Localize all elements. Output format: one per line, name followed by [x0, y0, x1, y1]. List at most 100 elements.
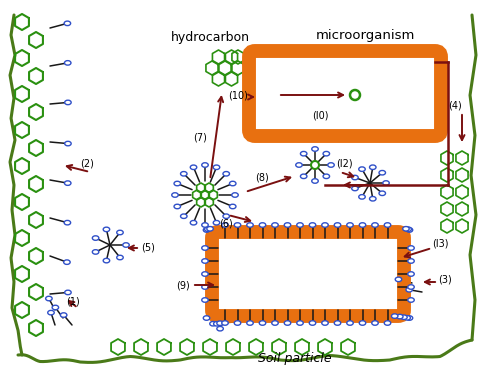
Ellipse shape	[400, 315, 407, 319]
Ellipse shape	[396, 314, 403, 319]
Ellipse shape	[259, 321, 266, 325]
Text: (3): (3)	[438, 275, 452, 285]
Ellipse shape	[48, 311, 54, 315]
Ellipse shape	[404, 316, 410, 320]
Ellipse shape	[309, 223, 316, 227]
FancyBboxPatch shape	[249, 51, 441, 136]
Ellipse shape	[284, 223, 291, 227]
Text: hydrocarbon: hydrocarbon	[170, 32, 250, 45]
Ellipse shape	[272, 223, 278, 227]
Text: (5): (5)	[141, 243, 155, 253]
Ellipse shape	[116, 230, 123, 235]
Ellipse shape	[64, 141, 71, 146]
Ellipse shape	[222, 321, 228, 325]
Ellipse shape	[406, 288, 412, 292]
Text: (6): (6)	[219, 219, 233, 229]
Text: (8): (8)	[255, 172, 269, 182]
Ellipse shape	[384, 223, 391, 227]
Ellipse shape	[64, 220, 70, 225]
Ellipse shape	[247, 223, 254, 227]
Ellipse shape	[379, 191, 386, 196]
Ellipse shape	[322, 223, 328, 227]
Text: (1): (1)	[66, 297, 80, 307]
Ellipse shape	[190, 165, 197, 170]
Ellipse shape	[222, 223, 228, 227]
Ellipse shape	[123, 243, 129, 247]
Ellipse shape	[230, 204, 236, 209]
Ellipse shape	[202, 246, 208, 250]
Ellipse shape	[234, 321, 241, 325]
Ellipse shape	[202, 163, 208, 167]
Ellipse shape	[103, 258, 110, 263]
Ellipse shape	[210, 322, 216, 326]
Ellipse shape	[284, 321, 291, 325]
Ellipse shape	[309, 321, 316, 325]
Text: (l3): (l3)	[432, 239, 448, 249]
Ellipse shape	[352, 175, 358, 180]
Ellipse shape	[297, 321, 303, 325]
Circle shape	[350, 90, 360, 100]
Ellipse shape	[204, 316, 210, 320]
Ellipse shape	[116, 255, 123, 260]
Ellipse shape	[64, 60, 71, 65]
Text: (2): (2)	[80, 158, 94, 168]
Ellipse shape	[247, 321, 254, 325]
Ellipse shape	[383, 181, 389, 185]
Ellipse shape	[204, 228, 210, 232]
Ellipse shape	[359, 321, 366, 325]
Ellipse shape	[103, 227, 110, 232]
Ellipse shape	[406, 316, 412, 320]
Ellipse shape	[352, 186, 358, 191]
Ellipse shape	[395, 277, 402, 282]
Text: (l0): (l0)	[312, 110, 328, 120]
Ellipse shape	[328, 163, 334, 167]
Ellipse shape	[359, 195, 365, 199]
Ellipse shape	[259, 223, 266, 227]
Ellipse shape	[202, 285, 208, 289]
Ellipse shape	[408, 246, 414, 250]
Ellipse shape	[207, 227, 214, 231]
Ellipse shape	[202, 259, 208, 263]
Ellipse shape	[408, 285, 414, 289]
Ellipse shape	[300, 174, 307, 178]
Ellipse shape	[214, 322, 220, 326]
Ellipse shape	[406, 228, 412, 232]
Text: (l2): (l2)	[336, 158, 352, 168]
Ellipse shape	[223, 171, 230, 176]
Ellipse shape	[223, 214, 230, 219]
Text: (7): (7)	[193, 133, 207, 143]
Ellipse shape	[174, 181, 180, 186]
Ellipse shape	[322, 321, 328, 325]
Ellipse shape	[180, 171, 187, 176]
Ellipse shape	[190, 220, 197, 225]
Ellipse shape	[230, 181, 236, 186]
Ellipse shape	[272, 321, 278, 325]
Ellipse shape	[234, 223, 241, 227]
Ellipse shape	[402, 227, 409, 231]
Circle shape	[311, 161, 319, 169]
Ellipse shape	[370, 165, 376, 170]
Ellipse shape	[296, 163, 302, 167]
Text: (10): (10)	[228, 90, 248, 100]
Ellipse shape	[64, 290, 71, 295]
Ellipse shape	[202, 298, 208, 302]
Ellipse shape	[202, 223, 208, 227]
Ellipse shape	[92, 236, 99, 240]
Ellipse shape	[334, 223, 341, 227]
Ellipse shape	[334, 321, 341, 325]
Ellipse shape	[64, 260, 70, 265]
Ellipse shape	[92, 250, 99, 254]
Ellipse shape	[46, 296, 52, 301]
Ellipse shape	[213, 165, 220, 170]
Ellipse shape	[372, 321, 378, 325]
Ellipse shape	[202, 272, 208, 276]
Ellipse shape	[408, 272, 414, 276]
Ellipse shape	[359, 167, 365, 171]
Ellipse shape	[172, 193, 178, 197]
Ellipse shape	[52, 305, 59, 310]
Ellipse shape	[232, 193, 238, 197]
Text: (9): (9)	[176, 280, 190, 290]
Ellipse shape	[64, 181, 71, 186]
Ellipse shape	[60, 313, 67, 317]
Ellipse shape	[347, 321, 353, 325]
